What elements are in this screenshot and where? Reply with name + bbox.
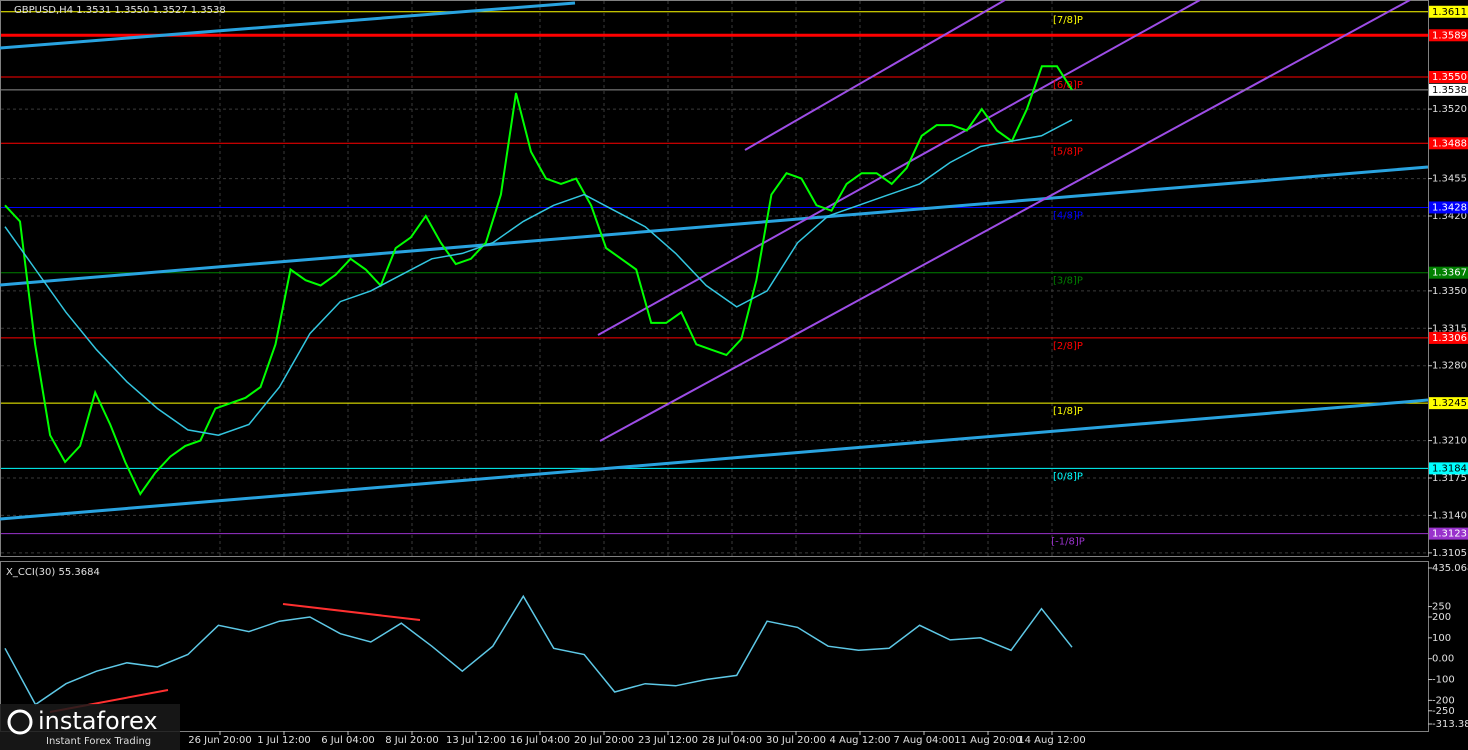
channel-line xyxy=(744,0,1006,151)
chart-title: GBPUSD,H4 1.3531 1.3550 1.3527 1.3538 xyxy=(14,5,226,16)
price-tag-label: 1.3367 xyxy=(1432,268,1467,279)
indicator-title: X_CCI(30) 55.3684 xyxy=(6,567,100,578)
x-tick-label: 13 Jul 12:00 xyxy=(446,735,506,746)
tagline: Instant Forex Trading xyxy=(46,736,151,747)
y-tick-label: 250 xyxy=(1432,602,1451,613)
y-tick-label: 1.3175 xyxy=(1432,473,1467,484)
level-label: [-1/8]P xyxy=(1051,537,1085,548)
price-tag xyxy=(1429,70,1468,83)
x-tick-label: 8 Jul 20:00 xyxy=(385,735,439,746)
price-tag-label: 1.3538 xyxy=(1432,85,1467,96)
price-tag-label: 1.3488 xyxy=(1432,138,1467,149)
price-tag xyxy=(1429,266,1468,279)
y-tick-label: 1.3140 xyxy=(1432,510,1467,521)
x-tick-label: 1 Jul 12:00 xyxy=(257,735,311,746)
y-tick-label: 1.3420 xyxy=(1432,211,1467,222)
price-tag-label: 1.3550 xyxy=(1432,72,1467,83)
level-label: [6/8]P xyxy=(1053,80,1083,91)
trend-line xyxy=(0,398,1429,521)
y-tick-label: -250 xyxy=(1432,706,1455,717)
series-line xyxy=(4,119,1073,436)
y-tick-label: 1.3280 xyxy=(1432,361,1467,372)
price-frame xyxy=(0,0,1429,557)
price-tag xyxy=(1429,29,1468,42)
level-label: [3/8]P xyxy=(1053,276,1083,287)
x-tick-label: 6 Jul 04:00 xyxy=(321,735,375,746)
y-tick-label: 1.3350 xyxy=(1432,286,1467,297)
y-tick-label: 1.3520 xyxy=(1432,104,1467,115)
y-tick-label: 1.3455 xyxy=(1432,174,1467,185)
watermark: instaforex Instant Forex Trading xyxy=(0,704,180,750)
level-label: [7/8]P xyxy=(1053,15,1083,26)
series-line xyxy=(4,594,1073,706)
x-tick-label: 20 Jul 20:00 xyxy=(574,735,634,746)
brand: instaforex xyxy=(38,707,158,735)
x-tick-label: 23 Jul 12:00 xyxy=(638,735,698,746)
price-tag-label: 1.3184 xyxy=(1432,463,1467,474)
price-tag xyxy=(1429,527,1468,540)
divergence-line xyxy=(282,603,421,621)
level-label: [1/8]P xyxy=(1053,406,1083,417)
x-tick-label: 4 Aug 12:00 xyxy=(829,735,890,746)
price-tag xyxy=(1429,462,1468,475)
price-tag xyxy=(1429,137,1468,150)
y-tick-label: -313.386 xyxy=(1432,719,1468,730)
price-tag xyxy=(1429,201,1468,214)
channel-line xyxy=(597,0,1201,336)
trend-line xyxy=(0,1,576,50)
level-label: [2/8]P xyxy=(1053,341,1083,352)
price-tag xyxy=(1429,5,1468,18)
x-tick-label: 28 Jul 04:00 xyxy=(702,735,762,746)
x-tick-label: 11 Aug 20:00 xyxy=(954,735,1021,746)
price-tag xyxy=(1429,83,1468,96)
y-tick-label: 100 xyxy=(1432,633,1451,644)
x-tick-label: 16 Jul 04:00 xyxy=(510,735,570,746)
x-tick-label: 7 Aug 04:00 xyxy=(893,735,954,746)
price-tag-label: 1.3245 xyxy=(1432,398,1467,409)
level-label: [0/8]P xyxy=(1053,471,1083,482)
y-tick-label: 1.3105 xyxy=(1432,548,1467,559)
y-tick-label: -200 xyxy=(1432,695,1455,706)
y-tick-label: 435.0684 xyxy=(1432,563,1468,574)
y-tick-label: 1.3315 xyxy=(1432,323,1467,334)
logo-icon xyxy=(7,709,33,735)
x-tick-label: 26 Jun 20:00 xyxy=(188,735,252,746)
level-label: [5/8]P xyxy=(1053,146,1083,157)
series-line xyxy=(4,65,1073,496)
y-tick-label: -100 xyxy=(1432,675,1455,686)
x-tick-label: 14 Aug 12:00 xyxy=(1018,735,1085,746)
cci-frame xyxy=(0,561,1429,732)
price-tag xyxy=(1429,397,1468,410)
x-tick-label: 30 Jul 20:00 xyxy=(766,735,826,746)
price-tag-label: 1.3306 xyxy=(1432,333,1467,344)
y-tick-label: 1.3210 xyxy=(1432,436,1467,447)
channel-line xyxy=(599,0,1411,442)
price-tag-label: 1.3123 xyxy=(1432,529,1467,540)
price-tag-label: 1.3428 xyxy=(1432,202,1467,213)
trend-line xyxy=(0,165,1429,287)
level-label: [4/8]P xyxy=(1053,210,1083,221)
y-tick-label: 0.00 xyxy=(1432,654,1454,665)
price-tag xyxy=(1429,331,1468,344)
price-tag-label: 1.3611 xyxy=(1432,7,1467,18)
y-tick-label: 200 xyxy=(1432,612,1451,623)
trend-lines xyxy=(0,0,1429,713)
price-tag-label: 1.3589 xyxy=(1432,30,1467,41)
